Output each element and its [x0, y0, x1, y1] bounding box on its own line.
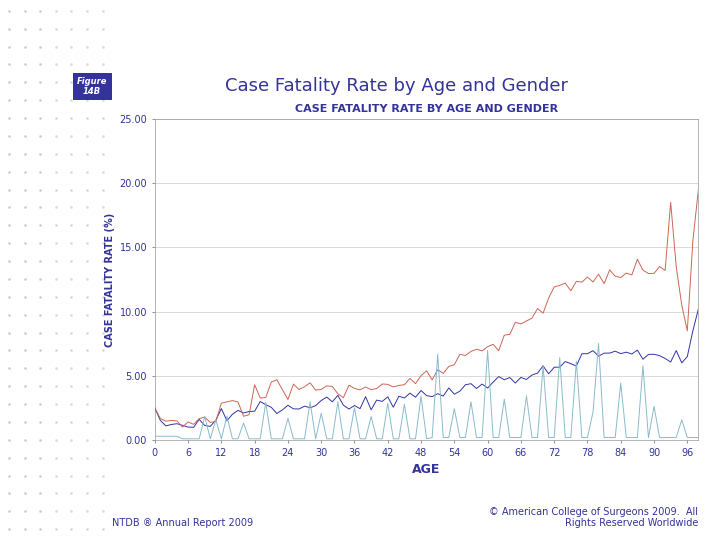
- Text: Figure
14B: Figure 14B: [77, 77, 107, 96]
- Text: NTDB ® Annual Report 2009: NTDB ® Annual Report 2009: [112, 518, 253, 528]
- Text: © American College of Surgeons 2009.  All
Rights Reserved Worldwide: © American College of Surgeons 2009. All…: [490, 507, 698, 528]
- X-axis label: AGE: AGE: [413, 463, 441, 476]
- Text: Case Fatality Rate by Age and Gender: Case Fatality Rate by Age and Gender: [225, 77, 567, 96]
- Title: CASE FATALITY RATE BY AGE AND GENDER: CASE FATALITY RATE BY AGE AND GENDER: [295, 104, 558, 114]
- Y-axis label: CASE FATALITY RATE (%): CASE FATALITY RATE (%): [105, 212, 115, 347]
- Legend: FEMALE, MALE, UNKNOWN: FEMALE, MALE, UNKNOWN: [272, 538, 581, 540]
